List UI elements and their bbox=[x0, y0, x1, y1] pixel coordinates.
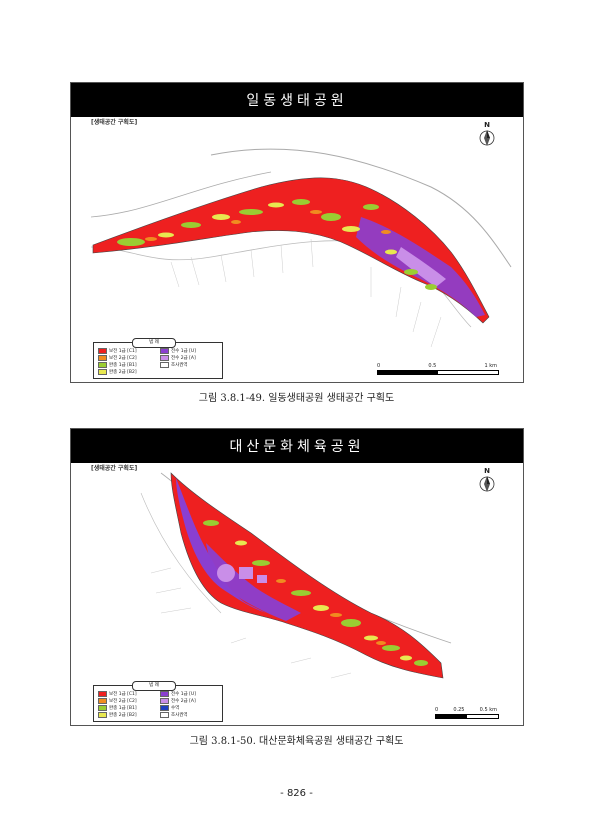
scale-label: 0 bbox=[435, 707, 439, 713]
figure-caption: 그림 3.8.1-49. 일동생태공원 생태공간 구획도 bbox=[198, 393, 395, 404]
swatch-icon bbox=[98, 355, 107, 361]
map-legend: 범 례 보전 1급 [C1] 전수 1급 [U] 보전 2급 [C2] 전수 2… bbox=[93, 681, 223, 722]
daesan-zoning-map bbox=[140, 472, 452, 679]
page-number: - 826 - bbox=[280, 788, 313, 799]
section-label: [생태공간 구획도] bbox=[91, 119, 138, 126]
swatch-icon bbox=[160, 355, 169, 361]
legend-title: 범 례 bbox=[132, 681, 176, 691]
figure-caption: 그림 3.8.1-50. 대산문화체육공원 생태공간 구획도 bbox=[189, 736, 404, 747]
legend-item: 수역 bbox=[160, 705, 218, 711]
scale-bar: 0 0.25 0.5 km bbox=[435, 707, 499, 719]
legend-item: 완충 2급 [B2] bbox=[98, 369, 156, 375]
figure-title: 대산문화체육공원 bbox=[71, 429, 523, 463]
ildong-zoning-map bbox=[90, 148, 512, 348]
section-label: [생태공간 구획도] bbox=[91, 465, 138, 472]
legend-item: 완충 2급 [B2] bbox=[98, 712, 156, 718]
map-area: [생태공간 구획도] N bbox=[71, 463, 523, 725]
map-area: [생태공간 구획도] N bbox=[71, 117, 523, 382]
map-legend: 범 례 보전 1급 [C1] 전수 1급 [U] 보전 2급 [C2] 전수 2… bbox=[93, 338, 223, 379]
scale-label: 0.25 bbox=[453, 707, 465, 713]
scale-label: 0.5 bbox=[428, 363, 437, 369]
swatch-icon bbox=[98, 698, 107, 704]
north-arrow-icon: N bbox=[477, 121, 497, 151]
swatch-icon bbox=[160, 705, 169, 711]
north-arrow-icon: N bbox=[477, 467, 497, 497]
swatch-icon bbox=[98, 369, 107, 375]
swatch-icon bbox=[160, 698, 169, 704]
figure-panel-daesan: 대산문화체육공원 [생태공간 구획도] N bbox=[70, 428, 524, 726]
legend-item: 완충 1급 [B1] bbox=[98, 705, 156, 711]
figure-panel-ildong: 일동생태공원 [생태공간 구획도] N bbox=[70, 82, 524, 383]
swatch-icon bbox=[98, 348, 107, 354]
legend-item: 조사권역 bbox=[160, 362, 218, 368]
scale-label: 1 km bbox=[484, 363, 497, 369]
legend-item: 보전 2급 [C2] bbox=[98, 698, 156, 704]
swatch-icon bbox=[160, 712, 169, 718]
legend-item: 전수 2급 [A] bbox=[160, 355, 218, 361]
figure-title: 일동생태공원 bbox=[71, 83, 523, 117]
legend-item: 조사권역 bbox=[160, 712, 218, 718]
legend-item: 완충 1급 [B1] bbox=[98, 362, 156, 368]
swatch-icon bbox=[98, 712, 107, 718]
swatch-icon bbox=[98, 362, 107, 368]
legend-item: 보전 2급 [C2] bbox=[98, 355, 156, 361]
legend-item: 전수 1급 [U] bbox=[160, 691, 218, 697]
legend-item: 보전 1급 [C1] bbox=[98, 691, 156, 697]
scale-bar: 0 0.5 1 km bbox=[377, 363, 499, 375]
swatch-icon bbox=[98, 705, 107, 711]
swatch-icon bbox=[160, 348, 169, 354]
scale-label: 0 bbox=[377, 363, 381, 369]
swatch-icon bbox=[160, 691, 169, 697]
scale-label: 0.5 km bbox=[479, 707, 497, 713]
legend-item: 보전 1급 [C1] bbox=[98, 348, 156, 354]
legend-title: 범 례 bbox=[132, 338, 176, 348]
legend-item: 전수 2급 [A] bbox=[160, 698, 218, 704]
legend-item: 전수 1급 [U] bbox=[160, 348, 218, 354]
swatch-icon bbox=[98, 691, 107, 697]
swatch-icon bbox=[160, 362, 169, 368]
